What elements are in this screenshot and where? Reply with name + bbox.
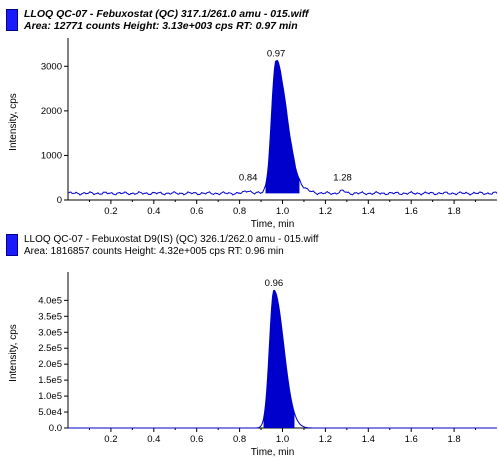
x-tick-label: 1.0 bbox=[276, 206, 289, 217]
y-tick-label: 5.0e4 bbox=[38, 407, 62, 418]
y-tick-label: 4.0e5 bbox=[38, 295, 62, 306]
peak-area bbox=[263, 290, 295, 428]
x-tick-label: 1.8 bbox=[447, 434, 460, 445]
chart-title: LLOQ QC-07 - Febuxostat D9(IS) (QC) 326.… bbox=[24, 234, 318, 258]
trace-line bbox=[67, 60, 498, 196]
x-axis-label: Time, min bbox=[251, 447, 295, 458]
x-tick-label: 1.4 bbox=[362, 206, 375, 217]
x-tick-label: 1.6 bbox=[405, 206, 418, 217]
y-tick-label: 2000 bbox=[41, 106, 62, 117]
y-tick-label: 1.5e5 bbox=[38, 375, 62, 386]
x-tick-label: 1.2 bbox=[319, 434, 332, 445]
x-tick-label: 0.4 bbox=[147, 434, 160, 445]
chart-title-line2: Area: 1816857 counts Height: 4.32e+005 c… bbox=[24, 246, 284, 257]
x-axis-label: Time, min bbox=[251, 219, 295, 230]
x-tick-label: 1.4 bbox=[362, 434, 375, 445]
y-tick-label: 0.0 bbox=[49, 423, 62, 434]
y-tick-label: 2.0e5 bbox=[38, 359, 62, 370]
chromatogram-panel-internal-standard: LLOQ QC-07 - Febuxostat D9(IS) (QC) 326.… bbox=[0, 232, 499, 458]
chart-title-line1: LLOQ QC-07 - Febuxostat (QC) 317.1/261.0… bbox=[24, 8, 309, 20]
x-tick-label: 0.6 bbox=[190, 206, 203, 217]
y-tick-label: 1.0e5 bbox=[38, 391, 62, 402]
peak-label: 0.96 bbox=[265, 278, 284, 289]
legend-swatch bbox=[6, 234, 18, 256]
legend-swatch bbox=[6, 9, 18, 31]
y-tick-label: 1000 bbox=[41, 150, 62, 161]
y-tick-label: 3.0e5 bbox=[38, 327, 62, 338]
y-tick-label: 2.5e5 bbox=[38, 343, 62, 354]
chart-plot: 0.2 0.4 0.6 0.8 1.0 1.2 1.4 1.6 1.8 0.0 5.0e4 1.0e5… bbox=[8, 272, 497, 458]
peak-label: 1.28 bbox=[333, 172, 352, 183]
peak-label: 0.97 bbox=[267, 48, 286, 59]
x-tick-label: 0.8 bbox=[233, 434, 246, 445]
chart-title: LLOQ QC-07 - Febuxostat (QC) 317.1/261.0… bbox=[24, 8, 309, 32]
x-tick-label: 0.4 bbox=[147, 206, 160, 217]
y-axis-label: Intensity, cps bbox=[8, 93, 19, 151]
x-tick-label: 0.6 bbox=[190, 434, 203, 445]
chart-plot: 0.2 0.4 0.6 0.8 1.0 1.2 1.4 1.6 1.8 0 1000 2000 3000… bbox=[8, 38, 498, 230]
peak-area bbox=[265, 60, 300, 194]
y-tick-label: 3.5e5 bbox=[38, 311, 62, 322]
peak-label: 0.84 bbox=[239, 172, 258, 183]
y-tick-label: 3000 bbox=[41, 61, 62, 72]
x-tick-label: 1.6 bbox=[405, 434, 418, 445]
x-tick-label: 0.8 bbox=[233, 206, 246, 217]
chart-title-line1: LLOQ QC-07 - Febuxostat D9(IS) (QC) 326.… bbox=[24, 234, 319, 245]
x-tick-label: 1.0 bbox=[276, 434, 289, 445]
trace-line bbox=[68, 289, 497, 429]
x-tick-label: 0.2 bbox=[104, 434, 117, 445]
x-tick-label: 1.8 bbox=[447, 206, 460, 217]
y-tick-label: 0 bbox=[57, 195, 62, 206]
x-tick-label: 0.2 bbox=[104, 206, 117, 217]
chart-title-line2: Area: 12771 counts Height: 3.13e+003 cps… bbox=[24, 20, 298, 32]
chromatogram-panel-analyte: LLOQ QC-07 - Febuxostat (QC) 317.1/261.0… bbox=[6, 8, 498, 230]
y-axis-label: Intensity, cps bbox=[8, 324, 19, 382]
x-tick-label: 1.2 bbox=[319, 206, 332, 217]
